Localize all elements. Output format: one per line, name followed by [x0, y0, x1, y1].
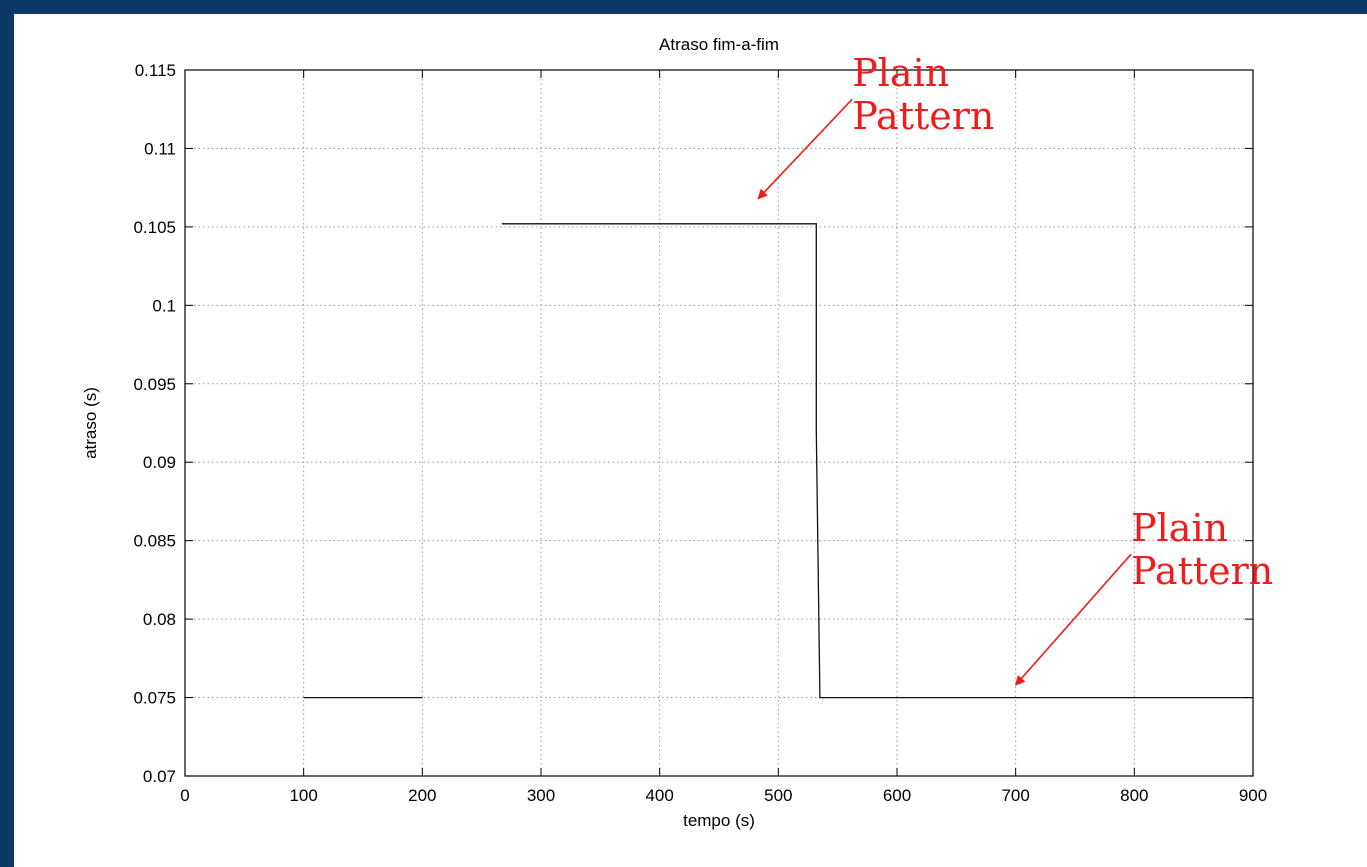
x-tick-label: 900: [1239, 786, 1267, 805]
annotation-arrow: [757, 98, 853, 200]
annotation: Plain Pattern: [757, 51, 994, 200]
x-tick-label: 800: [1120, 786, 1148, 805]
annotation-text: Plain Pattern: [1131, 506, 1273, 593]
annotation-line: Pattern: [852, 94, 994, 138]
plot-border: [184, 69, 1254, 777]
y-tick-label: 0.07: [143, 767, 176, 786]
y-tick-label: 0.11: [144, 139, 176, 158]
annotation-arrow: [1015, 553, 1132, 686]
annotation-line: Plain: [1131, 506, 1228, 550]
x-tick-label: 500: [764, 786, 792, 805]
series-line-segment: [501, 223, 1253, 699]
y-tick-label: 0.08: [143, 610, 176, 629]
x-tick-label: 300: [527, 786, 555, 805]
x-tick-label: 100: [289, 786, 317, 805]
plot-area: [185, 70, 1253, 776]
ticks-layer: 0 100 200 300 400 500 600 700 800 900 0.07 0.075 0.0…: [133, 61, 1267, 805]
y-tick-label: 0.105: [133, 218, 176, 237]
y-tick-label: 0.085: [133, 532, 176, 551]
x-tick-label: 0: [180, 786, 189, 805]
grid-lines: [185, 70, 1253, 776]
y-tick-label: 0.075: [133, 689, 176, 708]
y-tick-label: 0.115: [135, 61, 176, 80]
window-frame-left: [0, 0, 14, 867]
y-tick-label: 0.09: [143, 453, 176, 472]
x-tick-label: 200: [408, 786, 436, 805]
x-tick-label: 400: [645, 786, 673, 805]
y-tick-label: 0.095: [133, 375, 176, 394]
annotation-line: Plain: [852, 51, 949, 95]
x-tick-label: 700: [1001, 786, 1029, 805]
annotation-text: Plain Pattern: [852, 51, 994, 138]
x-tick-label: 600: [883, 786, 911, 805]
series-layer: [303, 223, 1253, 699]
chart-title: Atraso fim-a-fim: [659, 35, 779, 54]
annotation-line: Pattern: [1131, 549, 1273, 593]
y-tick-label: 0.1: [152, 296, 176, 315]
window-frame-top: [0, 0, 1367, 14]
annotation: Plain Pattern: [1015, 506, 1273, 686]
x-axis-label: tempo (s): [683, 811, 755, 830]
y-axis-label: atraso (s): [81, 387, 100, 459]
